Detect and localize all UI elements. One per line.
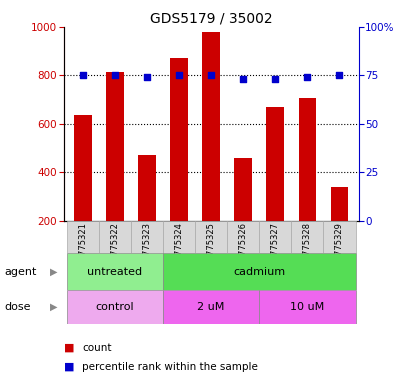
Point [175,72,182,78]
Text: 2 uM: 2 uM [197,302,224,312]
Bar [170,58,187,221]
Text: GSM775324: GSM775324 [174,222,183,273]
Point [239,76,246,82]
Bar [163,221,195,253]
Text: GSM775322: GSM775322 [110,222,119,273]
Title: GDS5179 / 35002: GDS5179 / 35002 [149,12,272,26]
Point [207,72,214,78]
Bar [163,253,355,290]
Bar [266,107,283,221]
Bar [106,72,124,221]
Text: count: count [82,343,111,353]
Text: GSM775325: GSM775325 [206,222,215,273]
Bar [258,221,291,253]
Bar [195,221,227,253]
Text: GSM775321: GSM775321 [78,222,87,273]
Text: ■: ■ [63,362,74,372]
Text: untreated: untreated [87,266,142,277]
Bar [163,290,258,324]
Bar [67,221,99,253]
Text: ▶: ▶ [49,302,57,312]
Text: GSM775327: GSM775327 [270,222,279,273]
Bar [99,221,130,253]
Text: control: control [95,302,134,312]
Bar [130,221,163,253]
Text: cadmium: cadmium [233,266,285,277]
Bar [202,32,220,221]
Bar [323,221,355,253]
Text: ■: ■ [63,343,74,353]
Text: GSM775323: GSM775323 [142,222,151,273]
Bar [291,221,323,253]
Point [79,72,86,78]
Text: GSM775326: GSM775326 [238,222,247,273]
Text: dose: dose [4,302,31,312]
Bar [67,253,163,290]
Bar [298,98,315,221]
Text: GSM775328: GSM775328 [302,222,311,273]
Bar [234,158,252,221]
Bar [67,290,163,324]
Point [335,72,342,78]
Bar [227,221,258,253]
Text: 10 uM: 10 uM [290,302,324,312]
Bar [138,156,155,221]
Text: agent: agent [4,266,36,277]
Text: ▶: ▶ [49,266,57,277]
Bar [330,187,348,221]
Bar [258,290,355,324]
Point [111,72,118,78]
Point [303,74,310,80]
Bar [74,115,91,221]
Text: percentile rank within the sample: percentile rank within the sample [82,362,257,372]
Point [143,74,150,80]
Point [272,76,278,82]
Text: GSM775329: GSM775329 [334,222,343,273]
